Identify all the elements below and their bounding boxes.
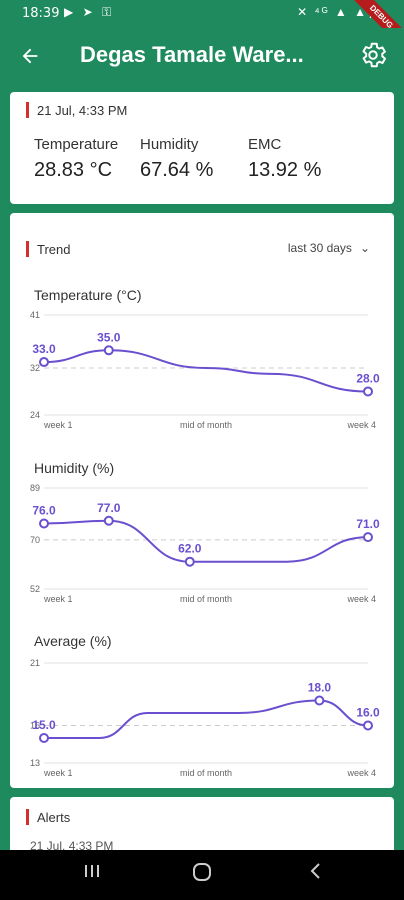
metric-value: 67.64 % — [140, 159, 214, 181]
home-icon — [193, 863, 211, 881]
humidity-x-tick: week 1 — [43, 594, 73, 604]
section-accent — [26, 102, 29, 118]
chart-title-temperature: Temperature (°C) — [34, 287, 142, 303]
average-y-tick: 16 — [30, 721, 40, 731]
temperature-series-line — [43, 349, 369, 393]
metric-label: EMC — [248, 136, 282, 153]
humidity-data-label: 62.0 — [178, 542, 202, 556]
humidity-y-tick: 70 — [30, 535, 40, 545]
metric-value: 28.83 °C — [34, 159, 113, 181]
humidity-y-tick: 89 — [30, 483, 40, 493]
metric-humidity: Humidity 67.64 % — [140, 136, 213, 182]
summary-card: 21 Jul, 4:33 PM Temperature 28.83 °C Hum… — [10, 92, 394, 204]
temperature-x-tick: week 1 — [43, 420, 73, 430]
page-title: Degas Tamale Ware... — [80, 42, 304, 67]
average-y-tick: 13 — [30, 758, 40, 768]
humidity-y-tick: 52 — [30, 584, 40, 594]
back-button[interactable] — [14, 40, 46, 72]
summary-timestamp: 21 Jul, 4:33 PM — [37, 102, 128, 118]
temperature-data-label: 35.0 — [97, 330, 121, 344]
temperature-x-tick: week 4 — [346, 420, 376, 430]
temperature-y-tick: 41 — [30, 310, 40, 320]
metric-label: Humidity — [140, 136, 199, 153]
humidity-data-point — [184, 556, 195, 567]
back-nav-button[interactable] — [296, 862, 336, 888]
average-x-tick: week 4 — [346, 768, 376, 778]
temperature-y-tick: 24 — [30, 410, 40, 420]
system-nav-bar — [0, 850, 404, 900]
humidity-data-label: 76.0 — [32, 503, 56, 517]
temperature-data-point — [39, 357, 49, 368]
average-data-point — [363, 720, 373, 731]
alert-timestamp: 21 Jul, 4:33 PM — [30, 839, 114, 853]
metric-temperature: Temperature 28.83 °C — [34, 136, 118, 182]
chevron-down-icon: ⌄ — [359, 241, 370, 255]
average-data-label: 18.0 — [308, 681, 332, 695]
alerts-label: Alerts — [37, 809, 71, 825]
metric-emc: EMC 13.92 % — [248, 136, 321, 182]
average-x-tick: week 1 — [43, 768, 73, 778]
recent-apps-button[interactable] — [72, 862, 112, 888]
humidity-data-point — [103, 515, 114, 526]
average-data-label: 16.0 — [356, 706, 380, 720]
temperature-data-point — [363, 386, 373, 397]
chart-title-humidity: Humidity (%) — [34, 460, 115, 476]
average-data-label: 15.0 — [32, 718, 56, 732]
temperature-x-tick: mid of month — [180, 420, 232, 430]
temperature-data-label: 28.0 — [356, 371, 380, 385]
average-y-tick: 21 — [30, 658, 40, 668]
period-value: last 30 days — [287, 241, 352, 255]
status-time: 18:39 — [22, 6, 60, 21]
notification-icons: ▶ ➤ ⚿ — [64, 5, 115, 19]
average-data-point — [314, 695, 325, 706]
recent-apps-icon — [85, 865, 99, 877]
chart-title-average: Average (%) — [34, 633, 112, 649]
metric-label: Temperature — [34, 136, 119, 153]
settings-button[interactable] — [358, 40, 390, 72]
temperature-data-label: 33.0 — [32, 342, 56, 356]
average-series-line — [44, 699, 369, 739]
summary-header: 21 Jul, 4:33 PM — [26, 102, 127, 118]
arrow-back-icon — [22, 48, 38, 64]
temperature-y-tick: 32 — [30, 363, 40, 373]
humidity-series-line — [43, 519, 369, 563]
back-nav-icon — [310, 863, 320, 879]
trend-header: Trend — [26, 241, 70, 257]
humidity-x-tick: mid of month — [180, 594, 232, 604]
average-data-point — [39, 733, 49, 743]
average-x-tick: mid of month — [180, 768, 232, 778]
humidity-x-tick: week 4 — [346, 594, 376, 604]
period-dropdown[interactable]: last 30 days ⌄ — [288, 241, 370, 255]
section-accent — [26, 241, 29, 257]
trend-label: Trend — [37, 241, 71, 257]
trend-card: Trend last 30 days ⌄ Temperature (°C) Hu… — [10, 213, 394, 788]
metric-value: 13.92 % — [248, 159, 322, 181]
home-button[interactable] — [182, 862, 222, 888]
humidity-data-label: 71.0 — [356, 517, 380, 531]
app-bar: Degas Tamale Ware... — [0, 28, 404, 84]
alerts-header: Alerts — [26, 809, 70, 825]
section-accent — [26, 809, 29, 825]
signal-icons: ✕ ⁴ᴳ ▲ ▲ — [297, 5, 368, 19]
humidity-data-label: 77.0 — [97, 501, 121, 515]
alerts-card: Alerts 21 Jul, 4:33 PM — [10, 797, 394, 857]
humidity-data-point — [39, 518, 49, 529]
temperature-data-point — [103, 345, 114, 356]
humidity-data-point — [363, 532, 373, 543]
status-bar: 18:39 ▶ ➤ ⚿ ✕ ⁴ᴳ ▲ ▲ 76 DEBUG — [0, 0, 404, 54]
gear-icon — [362, 42, 386, 68]
